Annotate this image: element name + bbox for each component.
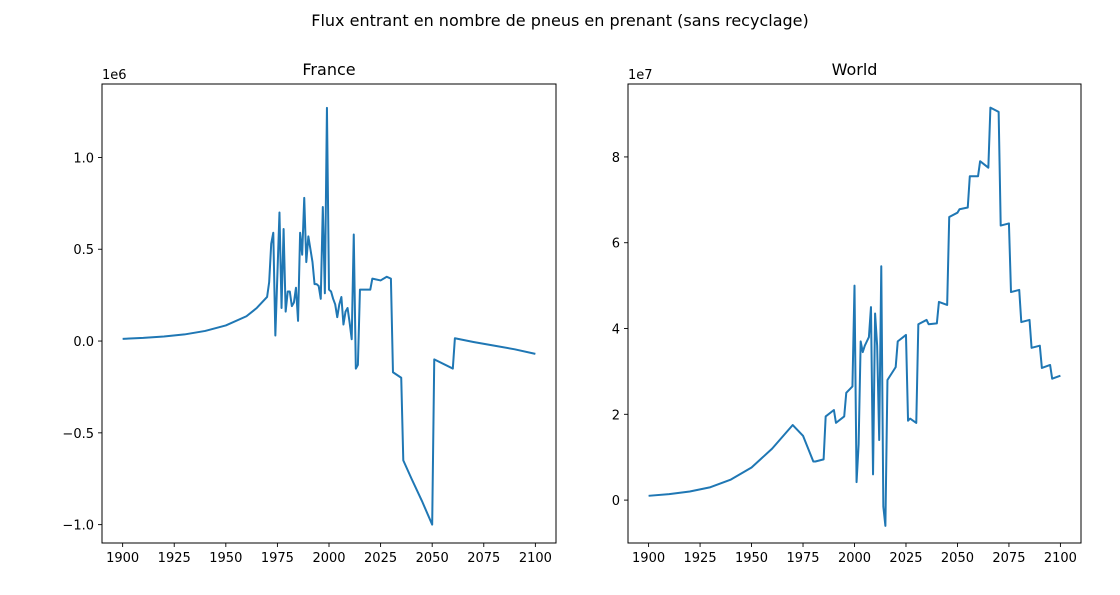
x-tick-label: 2100 [1044,551,1077,566]
x-tick-label: 2025 [364,551,397,566]
x-tick-label: 1925 [158,551,191,566]
y-tick-label: 6 [612,237,620,252]
series-line-1 [648,106,1061,527]
plot-area-frame [627,83,1082,544]
y-tick-label: 1.0 [73,151,94,166]
y-tick-label: −1.0 [62,519,94,534]
chart-panel-1: France 1e6 1900 1925 1950 1975 2000 2025 2050 207… [62,60,557,566]
series-line-1 [122,106,536,526]
chart-title: World [832,60,878,79]
y-tick-label: 0.5 [73,243,94,258]
y-tick-label: 4 [612,323,620,338]
y-axis-offset-label: 1e7 [628,68,653,83]
chart-title: France [302,60,355,79]
x-tick-label: 1975 [261,551,294,566]
x-tick-label: 2050 [941,551,974,566]
x-tick-label: 2000 [312,551,345,566]
y-tick-label: 0.0 [73,335,94,350]
y-tick-label: −0.5 [62,427,94,442]
x-tick-label: 1900 [106,551,139,566]
x-tick-label: 1975 [786,551,819,566]
x-tick-label: 1950 [209,551,242,566]
x-tick-label: 2100 [519,551,552,566]
x-tick-label: 1950 [735,551,768,566]
y-tick-label: 8 [612,151,620,166]
x-tick-label: 2000 [838,551,871,566]
chart-panel-2: World 1e7 1900 1925 1950 1975 2000 2025 2050 2075… [612,60,1082,566]
figure-title: Flux entrant en nombre de pneus en prena… [311,11,808,30]
y-tick-label: 0 [612,494,620,509]
x-tick-label: 2075 [467,551,500,566]
x-tick-label: 2050 [416,551,449,566]
x-tick-label: 1900 [632,551,665,566]
plot-area-frame [101,83,557,544]
x-tick-label: 2075 [992,551,1025,566]
x-tick-label: 2025 [889,551,922,566]
y-tick-label: 2 [612,408,620,423]
x-tick-label: 1925 [684,551,717,566]
y-axis-offset-label: 1e6 [102,68,127,83]
